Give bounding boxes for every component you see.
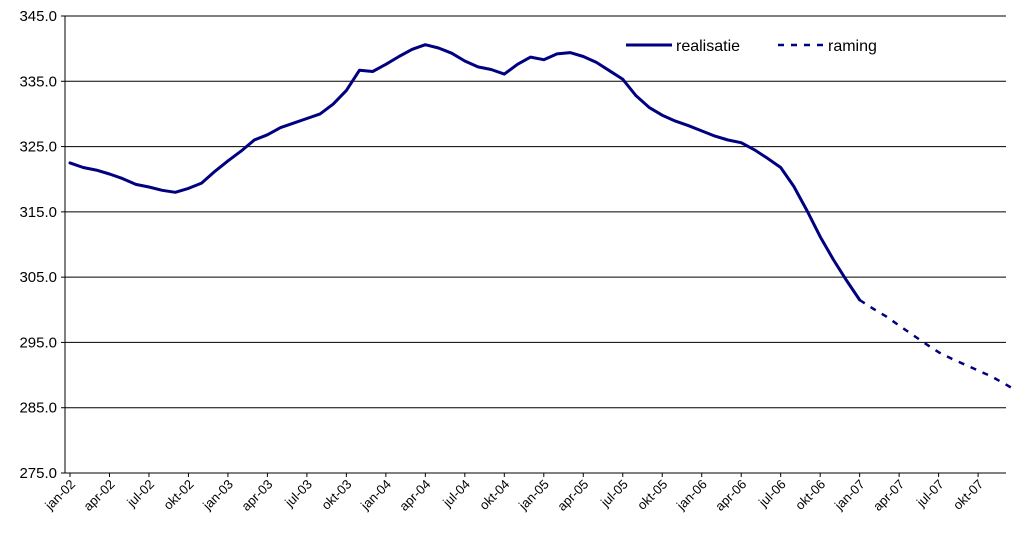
x-tick-label: apr-06 [712, 477, 749, 514]
y-tick-label: 345.0 [19, 8, 57, 25]
x-tick-label: okt-06 [792, 477, 828, 513]
x-tick-label: jul-04 [439, 477, 473, 511]
legend-label-realisatie: realisatie [676, 38, 740, 55]
x-tick-label: okt-04 [476, 477, 512, 513]
x-tick-label: apr-02 [80, 477, 117, 514]
x-tick-label: jul-02 [123, 477, 157, 511]
x-tick-label: jul-06 [755, 477, 789, 511]
y-tick-label: 285.0 [19, 400, 57, 417]
x-tick-label: jan-04 [357, 477, 394, 514]
x-tick-label: jan-05 [515, 477, 552, 514]
series-lines [68, 43, 1013, 391]
legend: realisatie raming [626, 38, 877, 55]
gridlines [65, 15, 1006, 474]
x-tick-label: jan-02 [41, 477, 78, 514]
axes: 275.0 285.0 295.0 305.0 315.0 325.0 335.0 345.0… [19, 8, 986, 514]
x-tick-label: apr-04 [396, 477, 433, 514]
x-tick-label: jul-07 [913, 477, 947, 511]
x-tick-label: jan-06 [673, 477, 710, 514]
x-tick-label: jul-03 [281, 477, 315, 511]
y-tick-label: 275.0 [19, 465, 57, 482]
y-tick-label: 305.0 [19, 269, 57, 286]
x-tick-label: okt-03 [318, 477, 354, 513]
x-tick-label: okt-02 [160, 477, 196, 513]
x-tick-label: jan-03 [199, 477, 236, 514]
series-line-realisatie [68, 43, 862, 302]
x-tick-label: apr-05 [554, 477, 591, 514]
x-tick-label: okt-07 [950, 477, 986, 513]
y-tick-label: 295.0 [19, 334, 57, 351]
y-tick-label: 325.0 [19, 139, 57, 156]
x-tick-label: jul-05 [597, 477, 631, 511]
x-tick-label: apr-03 [238, 477, 275, 514]
y-tick-label: 315.0 [19, 204, 57, 221]
x-tick-label: jan-07 [831, 477, 868, 514]
x-tick-label: apr-07 [870, 477, 907, 514]
legend-label-raming: raming [828, 38, 877, 55]
x-tick-label: okt-05 [634, 477, 670, 513]
y-tick-label: 335.0 [19, 73, 57, 90]
series-line-raming [859, 298, 1013, 391]
